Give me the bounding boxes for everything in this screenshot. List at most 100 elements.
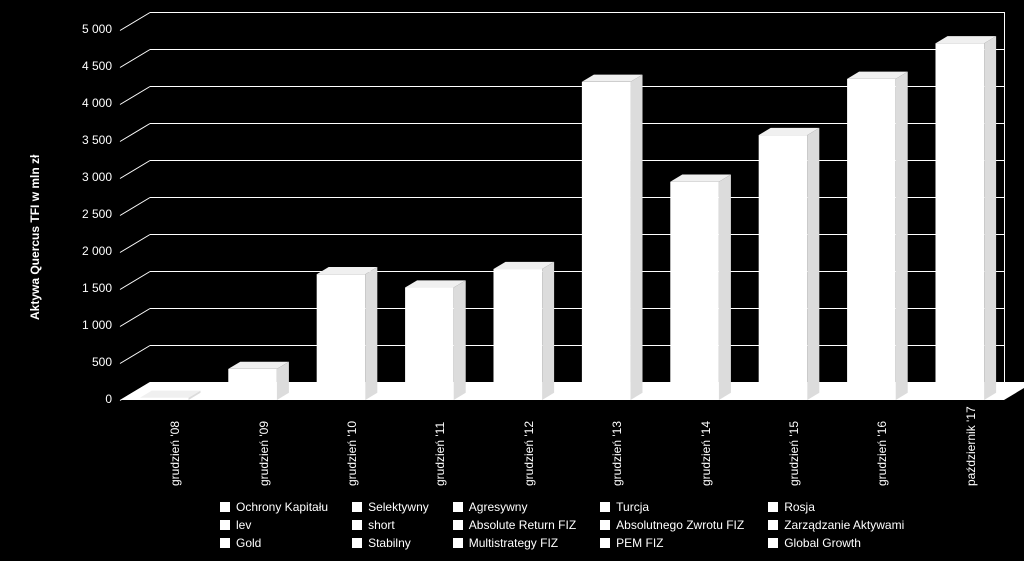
chart-floor: [0, 0, 1024, 561]
legend-item: Global Growth: [768, 536, 904, 550]
legend-label: lev: [236, 518, 251, 532]
gridline: [150, 234, 1004, 235]
legend-item: Absolutnego Zwrotu FIZ: [600, 518, 744, 532]
gridline: [150, 86, 1004, 87]
gridline-side: [120, 308, 151, 327]
legend-item: Ochrony Kapitału: [220, 500, 328, 514]
legend-swatch: [453, 502, 463, 512]
legend-label: Turcja: [616, 500, 649, 514]
bar: [0, 0, 1024, 561]
legend-swatch: [600, 502, 610, 512]
legend-label: Selektywny: [368, 500, 429, 514]
gridline: [150, 12, 1004, 13]
gridline-side: [120, 12, 151, 31]
y-tick-label: 0: [62, 392, 112, 406]
gridline-side: [120, 123, 151, 142]
y-tick-label: 5 000: [62, 22, 112, 36]
x-tick-label: grudzień '14: [699, 421, 713, 486]
legend-swatch: [220, 502, 230, 512]
legend-swatch: [352, 538, 362, 548]
x-tick-label: grudzień '10: [345, 421, 359, 486]
legend-swatch: [352, 520, 362, 530]
legend-item: Zarządzanie Aktywami: [768, 518, 904, 532]
legend-item: Agresywny: [453, 500, 576, 514]
legend-item: Stabilny: [352, 536, 429, 550]
legend-label: Rosja: [784, 500, 815, 514]
legend-item: short: [352, 518, 429, 532]
legend-label: Zarządzanie Aktywami: [784, 518, 904, 532]
legend-label: Agresywny: [469, 500, 528, 514]
bar: [0, 0, 1024, 561]
legend-item: Selektywny: [352, 500, 429, 514]
legend-item: Absolute Return FIZ: [453, 518, 576, 532]
bar: [0, 0, 1024, 561]
gridline: [150, 382, 1004, 383]
legend-item: PEM FIZ: [600, 536, 744, 550]
legend-swatch: [768, 520, 778, 530]
y-tick-label: 3 000: [62, 170, 112, 184]
back-wall-edge: [1004, 12, 1005, 382]
gridline-side: [120, 160, 151, 179]
legend-item: Rosja: [768, 500, 904, 514]
y-tick-label: 4 000: [62, 96, 112, 110]
legend-label: Absolutnego Zwrotu FIZ: [616, 518, 744, 532]
gridline: [150, 123, 1004, 124]
legend-swatch: [768, 538, 778, 548]
gridline: [150, 271, 1004, 272]
gridline-side: [120, 382, 151, 401]
legend-swatch: [453, 538, 463, 548]
gridline: [150, 49, 1004, 50]
gridline: [150, 345, 1004, 346]
y-axis-label: Aktywa Quercus TFI w mln zł: [28, 155, 42, 320]
legend-label: Ochrony Kapitału: [236, 500, 328, 514]
gridline-side: [120, 197, 151, 216]
bar: [0, 0, 1024, 561]
legend-label: short: [368, 518, 395, 532]
legend-item: Turcja: [600, 500, 744, 514]
x-tick-label: grudzień '08: [168, 421, 182, 486]
y-tick-label: 2 000: [62, 244, 112, 258]
legend-swatch: [600, 538, 610, 548]
y-tick-label: 1 500: [62, 281, 112, 295]
gridline-side: [120, 234, 151, 253]
bar: [0, 0, 1024, 561]
gridline: [150, 197, 1004, 198]
legend-item: Gold: [220, 536, 328, 550]
x-tick-label: grudzień '15: [787, 421, 801, 486]
bar: [0, 0, 1024, 561]
x-tick-label: grudzień '16: [875, 421, 889, 486]
bar: [0, 0, 1024, 561]
legend-swatch: [453, 520, 463, 530]
legend-label: PEM FIZ: [616, 536, 663, 550]
gridline: [150, 308, 1004, 309]
legend: Ochrony Kapitału Selektywny Agresywny Turcj…: [220, 500, 904, 550]
x-tick-label: październik '17: [964, 406, 978, 486]
legend-label: Gold: [236, 536, 261, 550]
legend-label: Multistrategy FIZ: [469, 536, 558, 550]
bar-chart-3d: Aktywa Quercus TFI w mln zł 05001 0001 5…: [0, 0, 1024, 561]
gridline-side: [120, 345, 151, 364]
y-tick-label: 1 000: [62, 318, 112, 332]
bar: [0, 0, 1024, 561]
legend-item: lev: [220, 518, 328, 532]
legend-item: Multistrategy FIZ: [453, 536, 576, 550]
gridline-side: [120, 271, 151, 290]
x-tick-label: grudzień '13: [610, 421, 624, 486]
legend-swatch: [600, 520, 610, 530]
legend-swatch: [220, 538, 230, 548]
y-tick-label: 2 500: [62, 207, 112, 221]
y-tick-label: 3 500: [62, 133, 112, 147]
gridline-side: [120, 49, 151, 68]
legend-swatch: [220, 520, 230, 530]
gridline: [150, 160, 1004, 161]
bar: [0, 0, 1024, 561]
legend-swatch: [768, 502, 778, 512]
gridline-side: [120, 86, 151, 105]
bar: [0, 0, 1024, 561]
x-tick-label: grudzień '12: [522, 421, 536, 486]
legend-label: Stabilny: [368, 536, 411, 550]
legend-swatch: [352, 502, 362, 512]
x-tick-label: grudzień '09: [257, 421, 271, 486]
x-tick-label: grudzień '11: [433, 422, 447, 486]
legend-label: Absolute Return FIZ: [469, 518, 576, 532]
